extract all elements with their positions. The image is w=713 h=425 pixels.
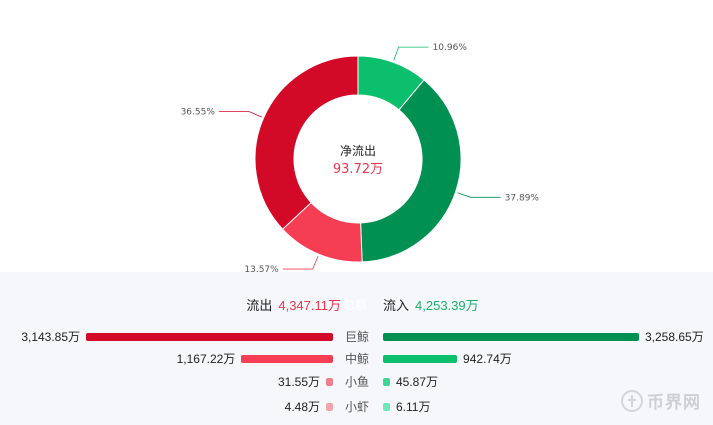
outflow-value: 4.48万 <box>284 400 320 414</box>
donut-slice <box>360 79 462 263</box>
category-label: 小鱼 <box>344 375 369 389</box>
inflow-bar <box>383 378 390 386</box>
outflow-value: 1,167.22万 <box>176 352 236 366</box>
category-label: 中鲸 <box>344 352 369 366</box>
watermark: 币界网 <box>621 388 701 413</box>
leader-line <box>282 255 319 270</box>
inflow-total: 4,253.39万 <box>415 298 479 313</box>
inflow-bar <box>383 403 390 411</box>
flow-row: 31.55万 小鱼 45.87万 <box>0 374 713 390</box>
outflow-value: 3,143.85万 <box>21 330 81 344</box>
center-title: 净流出 <box>340 144 376 158</box>
leader-line <box>218 111 262 118</box>
flow-row: 4.48万 小虾 6.11万 <box>0 399 713 415</box>
outflow-total: 4,347.11万 <box>278 298 341 313</box>
donut-chart: 10.96% 37.89% 13.57% 36.55% 净流出 93.72万 <box>181 43 540 272</box>
slice-label: 10.96% <box>433 43 468 53</box>
inflow-bar <box>383 333 639 341</box>
leader-line <box>393 46 429 61</box>
outflow-label: 流出 <box>246 298 273 313</box>
slice-label: 37.89% <box>505 193 540 203</box>
center-value: 93.72万 <box>333 162 383 177</box>
category-label: 巨鲸 <box>344 330 369 344</box>
watermark-text: 币界网 <box>647 393 701 412</box>
inflow-value: 45.87万 <box>396 375 439 389</box>
outflow-bar <box>326 378 333 386</box>
category-label: 小虾 <box>344 400 369 414</box>
flow-row: 3,143.85万 巨鲸 3,258.65万 <box>0 329 713 345</box>
coin-icon <box>621 389 643 412</box>
outflow-summary: 流出 4,347.11万 <box>246 295 341 314</box>
outflow-bar <box>241 355 333 363</box>
inflow-bar <box>383 355 458 363</box>
inflow-value: 942.74万 <box>463 352 512 366</box>
inflow-value: 3,258.65万 <box>645 330 704 344</box>
inflow-value: 6.11万 <box>396 400 431 414</box>
leader-line <box>457 192 501 198</box>
outflow-bar <box>86 333 333 341</box>
slice-label: 13.57% <box>244 265 279 272</box>
flow-row: 1,167.22万 中鲸 942.74万 <box>0 351 713 367</box>
flow-panel: 流出 4,347.11万 总额 流入 4,253.39万 3,143.85万 巨鲸 3,… <box>0 272 713 425</box>
slice-label: 36.55% <box>181 108 216 118</box>
outflow-bar <box>326 403 333 411</box>
inflow-summary: 流入 4,253.39万 <box>383 295 479 314</box>
total-label: 总额 <box>343 298 368 312</box>
outflow-value: 31.55万 <box>277 375 320 389</box>
donut-slice <box>254 55 359 230</box>
inflow-label: 流入 <box>383 298 410 313</box>
